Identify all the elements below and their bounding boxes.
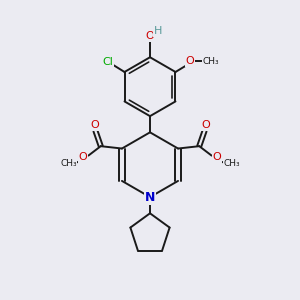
Text: O: O <box>79 152 88 162</box>
Text: O: O <box>145 31 154 41</box>
Text: CH₃: CH₃ <box>223 159 240 168</box>
Text: H: H <box>154 26 162 36</box>
Text: O: O <box>90 120 99 130</box>
Text: N: N <box>145 190 155 204</box>
Text: CH₃: CH₃ <box>60 159 77 168</box>
Text: Cl: Cl <box>102 57 113 67</box>
Text: O: O <box>212 152 221 162</box>
Text: O: O <box>201 120 210 130</box>
Text: O: O <box>186 56 194 66</box>
Text: CH₃: CH₃ <box>203 57 219 66</box>
